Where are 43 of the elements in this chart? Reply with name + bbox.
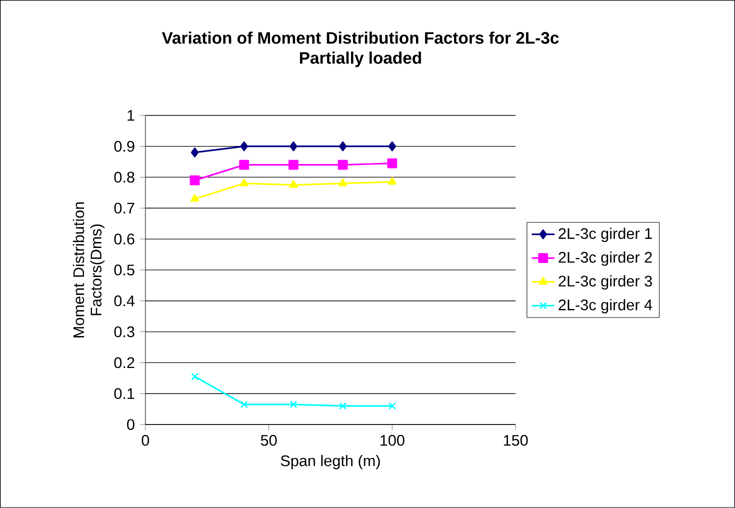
y-tick-label: 0.1 <box>114 388 134 400</box>
point <box>190 148 199 158</box>
y-tick-label: 0.6 <box>114 234 134 245</box>
point <box>290 141 298 152</box>
x-axis-title: Span legth (m) <box>280 455 380 470</box>
legend-label: 2L-3c girder 2 <box>558 252 652 266</box>
point <box>239 160 250 170</box>
point <box>388 141 396 152</box>
point <box>191 372 198 380</box>
y-tick-label: 0.5 <box>114 264 134 276</box>
point <box>338 160 348 170</box>
point <box>288 160 298 170</box>
y-tick-label: 0 <box>127 419 134 430</box>
y-tick-label: 0.4 <box>114 295 135 306</box>
point <box>240 400 248 408</box>
y-tick-label: 0.3 <box>114 326 134 338</box>
point <box>240 141 248 152</box>
point <box>387 158 398 168</box>
point <box>338 141 347 152</box>
x-tick-label: 50 <box>260 434 277 446</box>
legend-label: 2L-3c girder 4 <box>558 299 652 314</box>
point <box>339 402 347 410</box>
chart-title: Variation of Moment Distribution Factors for 2L-3c <box>162 32 559 44</box>
x-tick-label: 100 <box>380 434 404 446</box>
point <box>338 178 348 186</box>
point <box>190 175 200 186</box>
y-tick-label: 0.2 <box>114 357 134 368</box>
y-tick-label: 0.8 <box>114 172 134 183</box>
y-tick-label: 1 <box>128 110 134 121</box>
point <box>190 194 200 202</box>
point <box>388 402 396 410</box>
y-tick-label: 0.7 <box>114 202 134 214</box>
point <box>290 400 298 408</box>
y-axis-title: Moment Distribution Factors(Dms) <box>72 202 105 338</box>
point <box>289 180 298 188</box>
chart-subtitle: Partially loaded <box>300 52 422 68</box>
legend-label: 2L-3c girder 3 <box>558 275 652 290</box>
point <box>240 178 248 186</box>
x-tick-label: 0 <box>142 434 150 446</box>
y-tick-label: 0.9 <box>114 140 134 152</box>
point <box>388 176 397 185</box>
x-tick-label: 150 <box>504 434 528 446</box>
legend-label: 2L-3c girder 1 <box>558 228 652 242</box>
